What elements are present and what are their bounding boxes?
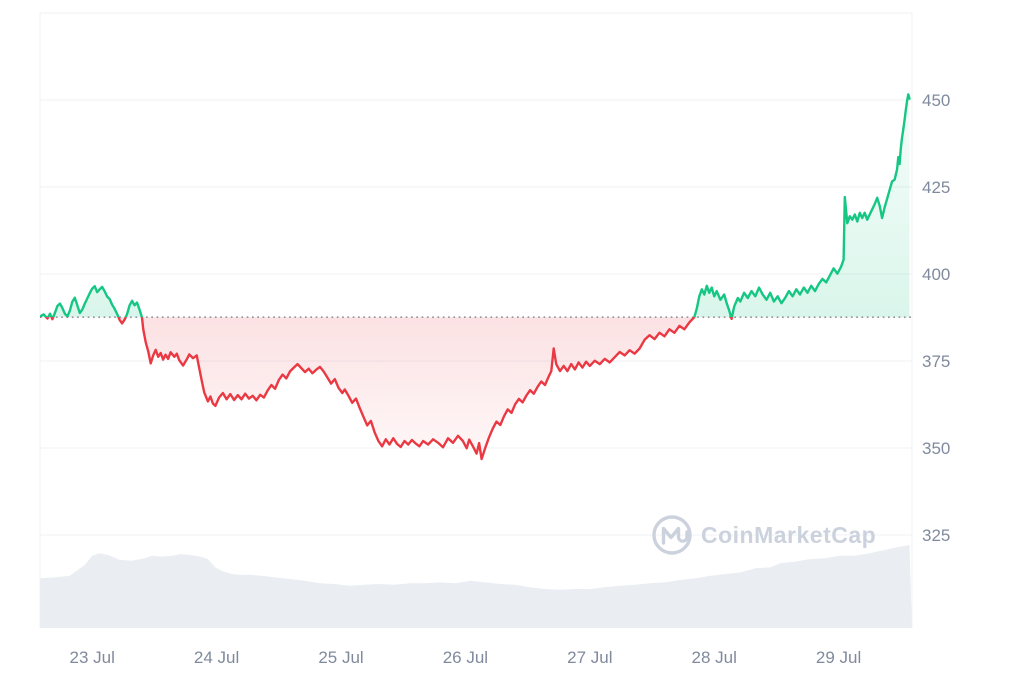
axis-labels: 450 425 400 375 350 325 23 Jul 24 Jul 25 Jul 26 J…	[70, 91, 951, 667]
y-tick-label: 425	[922, 178, 950, 197]
price-area-fill-down	[40, 317, 910, 460]
x-tick-label: 26 Jul	[443, 648, 488, 667]
coinmarketcap-watermark: CoinMarketCap	[652, 515, 876, 555]
price-area-fill-up	[40, 94, 910, 318]
price-line-up	[40, 93, 911, 318]
x-tick-label: 27 Jul	[567, 648, 612, 667]
y-tick-label: 375	[922, 352, 950, 371]
x-tick-label: 29 Jul	[816, 648, 861, 667]
y-tick-label: 450	[922, 91, 950, 110]
price-line-down	[40, 317, 734, 461]
x-tick-label: 28 Jul	[692, 648, 737, 667]
y-tick-label: 400	[922, 265, 950, 284]
x-tick-label: 24 Jul	[194, 648, 239, 667]
coinmarketcap-logo-icon	[652, 515, 692, 555]
y-tick-label: 350	[922, 439, 950, 458]
chart-layers	[39, 12, 913, 628]
volume-area	[40, 545, 912, 628]
y-tick-label: 325	[922, 526, 950, 545]
x-tick-label: 25 Jul	[318, 648, 363, 667]
x-tick-label: 23 Jul	[70, 648, 115, 667]
watermark-text: CoinMarketCap	[701, 522, 876, 548]
